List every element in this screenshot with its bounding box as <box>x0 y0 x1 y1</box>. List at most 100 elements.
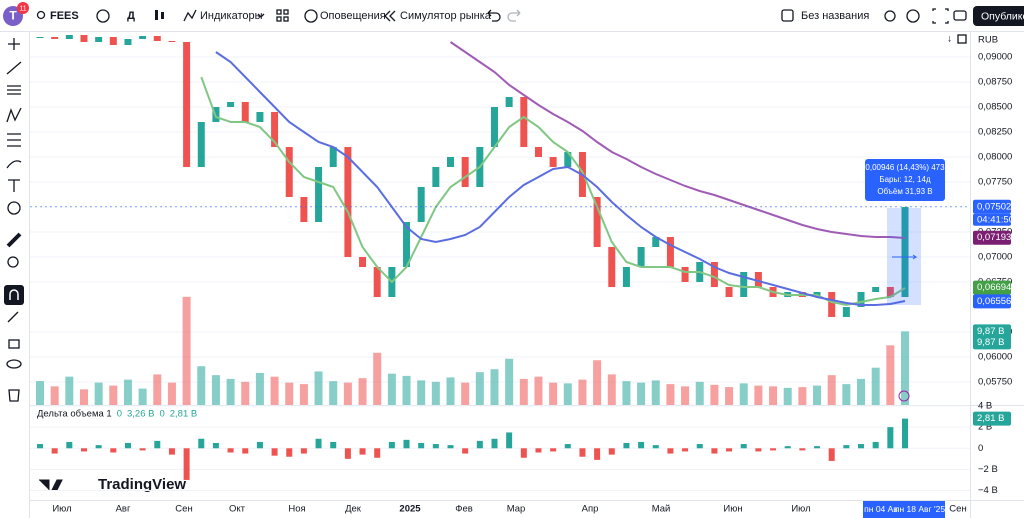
layouts-icon-3 <box>276 16 282 22</box>
candle <box>490 107 498 147</box>
trash-tool[interactable] <box>8 389 20 402</box>
delta-bar <box>344 448 351 459</box>
layout-name[interactable]: Без названия <box>801 10 869 22</box>
time-label: 2025 <box>399 504 421 515</box>
redo[interactable] <box>507 9 521 22</box>
time-label: Сен <box>175 504 192 515</box>
volume-bar <box>270 376 279 405</box>
chevron <box>257 13 265 18</box>
add-symbol[interactable] <box>96 9 110 23</box>
delta-bar <box>740 444 747 449</box>
delta-bar <box>902 418 908 449</box>
fib-tool[interactable] <box>7 85 21 95</box>
delta-bar <box>887 427 894 449</box>
volume-badge: 9,87 B <box>977 337 1004 348</box>
volume-bar <box>534 376 543 405</box>
delta-bar <box>638 441 645 449</box>
magnet-icon <box>9 289 19 300</box>
time-label: Авг <box>116 504 131 515</box>
price-badge-bg <box>973 280 1011 295</box>
indicators[interactable]: Индикаторы <box>200 10 263 22</box>
interval[interactable]: Д <box>127 10 135 22</box>
y-tick-label: 0,06000 <box>978 352 1012 363</box>
trend-line-tool[interactable] <box>6 61 22 75</box>
alerts-icon <box>304 9 318 23</box>
delta-bar <box>183 448 190 480</box>
delta-bar <box>227 448 234 453</box>
emoji-tool[interactable] <box>7 201 21 215</box>
delta-badge-bg <box>973 411 1011 426</box>
candle <box>461 157 469 187</box>
volume-bar <box>666 384 675 405</box>
delta-bar <box>770 448 777 451</box>
bar-type-icon[interactable] <box>155 10 158 20</box>
fullscreen[interactable] <box>932 8 949 24</box>
candle <box>183 42 191 167</box>
settings[interactable] <box>906 9 920 23</box>
candle <box>153 36 161 41</box>
candle <box>637 247 645 267</box>
delta-bar <box>110 448 117 453</box>
lock-tool[interactable] <box>8 339 20 349</box>
layouts-icon[interactable] <box>276 9 282 15</box>
y-tick-label: 0,08750 <box>978 77 1012 88</box>
price-badge: 0,06694 <box>977 282 1011 293</box>
brush-tool[interactable] <box>6 160 22 169</box>
price-badge-bg <box>973 230 1011 245</box>
candle <box>681 267 689 282</box>
delta-bar <box>271 448 278 456</box>
time-label: Апр <box>582 504 599 515</box>
y-tick-label: 0,08500 <box>978 102 1012 113</box>
volume-bar <box>769 386 778 405</box>
auto-scale[interactable] <box>957 34 967 44</box>
replay[interactable]: Симулятор рынка <box>400 10 492 22</box>
brand: TradingView <box>98 476 186 493</box>
zoom-tool[interactable] <box>7 256 19 268</box>
pattern-tool[interactable] <box>6 107 22 123</box>
volume-bar <box>65 376 74 405</box>
delta-bar <box>520 448 527 458</box>
currency[interactable]: RUB <box>978 35 998 46</box>
text-tool[interactable] <box>8 179 20 192</box>
delta-legend: 3,26 B <box>127 409 154 420</box>
hide-tool[interactable] <box>6 359 22 369</box>
magnet-tool[interactable] <box>4 285 24 305</box>
alerts[interactable]: Оповещения <box>320 10 386 22</box>
y-tick-label: 0,07750 <box>978 177 1012 188</box>
candle <box>666 237 674 267</box>
moving-average <box>215 51 906 306</box>
volume-bar <box>901 331 909 405</box>
tooltip-line: Бары: 12, 14д <box>879 175 931 184</box>
scroll-down[interactable]: ↓ <box>947 34 952 45</box>
candle <box>227 102 235 107</box>
y-tick-label: 0,08250 <box>978 127 1012 138</box>
candle <box>828 292 836 317</box>
candle <box>344 147 352 257</box>
volume-bar <box>842 384 851 405</box>
undo[interactable] <box>487 9 501 22</box>
quick-search[interactable] <box>884 10 896 22</box>
time-label: Фев <box>455 504 473 515</box>
stay-drawing[interactable] <box>7 311 19 323</box>
candle <box>505 97 513 107</box>
symbol[interactable]: FEES <box>50 10 79 22</box>
volume-badge-bg <box>973 335 1011 350</box>
candle <box>608 247 616 287</box>
forecast-tool[interactable] <box>7 133 21 147</box>
delta-bar <box>711 448 718 454</box>
snapshot[interactable] <box>953 10 967 21</box>
delta-bar <box>579 448 586 457</box>
delta-bar <box>212 443 219 449</box>
ruler-tool[interactable] <box>6 232 22 248</box>
moving-average <box>449 41 906 239</box>
y-tick-label: 0,07000 <box>978 252 1012 263</box>
y-tick-label: 0,08000 <box>978 152 1012 163</box>
volume-bar <box>783 387 792 405</box>
candle <box>754 272 762 287</box>
crosshair-tool[interactable] <box>8 38 20 50</box>
volume-bar <box>387 373 396 405</box>
candle <box>564 152 572 167</box>
badge-count: 11 <box>19 5 26 12</box>
publish-button[interactable] <box>973 6 1024 26</box>
volume-bar <box>798 387 807 405</box>
